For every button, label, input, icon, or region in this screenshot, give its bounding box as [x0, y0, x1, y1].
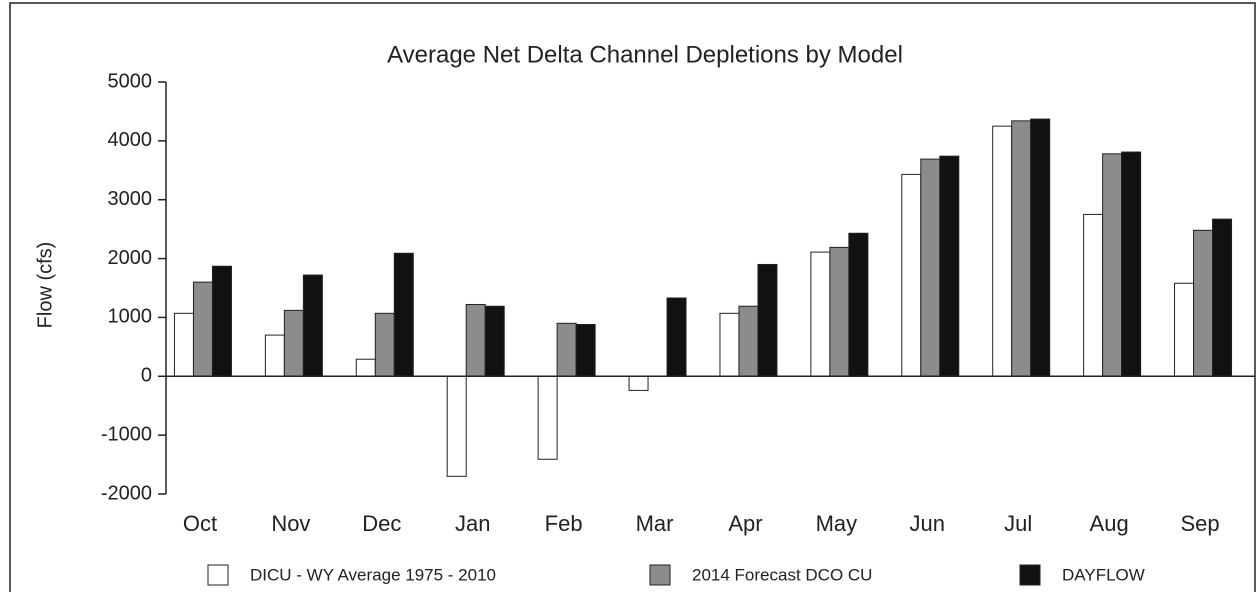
- bar: [173, 312, 194, 377]
- bar: [757, 263, 778, 377]
- x-tick-label: Aug: [1090, 511, 1129, 536]
- x-tick-label: Jul: [1004, 511, 1032, 536]
- legend-swatch: [1019, 564, 1041, 586]
- bar: [628, 375, 649, 391]
- bar: [446, 375, 467, 477]
- bar: [1030, 118, 1051, 377]
- chart-title: Average Net Delta Channel Depletions by …: [387, 41, 903, 68]
- y-axis-label: Flow (cfs): [34, 242, 56, 329]
- bar: [848, 232, 869, 377]
- y-tick-label: -2000: [101, 482, 152, 504]
- legend-label: DICU - WY Average 1975 - 2010: [250, 565, 496, 584]
- bar: [556, 322, 577, 377]
- x-tick-label: Feb: [545, 511, 583, 536]
- bar: [211, 265, 232, 377]
- x-tick-label: May: [816, 511, 858, 536]
- bar: [901, 173, 922, 377]
- x-tick-label: Nov: [271, 511, 310, 536]
- x-tick-label: Mar: [636, 511, 674, 536]
- y-tick-label: 1000: [108, 306, 153, 328]
- frame: [9, 2, 1256, 597]
- x-tick-label: Oct: [183, 511, 217, 536]
- bar: [192, 281, 213, 377]
- bar: [1011, 120, 1032, 377]
- y-tick-label: -1000: [101, 423, 152, 445]
- x-tick-label: Sep: [1180, 511, 1219, 536]
- bar: [920, 158, 941, 377]
- legend-swatch: [649, 564, 671, 586]
- x-tick-label: Jan: [455, 511, 490, 536]
- bar: [465, 303, 486, 377]
- bar: [939, 155, 960, 377]
- x-tick-label: Jun: [910, 511, 945, 536]
- bar: [1174, 282, 1195, 377]
- bar: [283, 309, 304, 377]
- bar: [575, 323, 596, 377]
- bar: [302, 274, 323, 377]
- bar: [484, 305, 505, 377]
- bar: [374, 312, 395, 377]
- bar: [829, 246, 850, 377]
- legend-swatch: [207, 564, 229, 586]
- y-tick-label: 4000: [108, 129, 153, 151]
- bar: [1193, 229, 1214, 377]
- bar: [264, 334, 285, 377]
- y-tick-label: 2000: [108, 247, 153, 269]
- bar: [1102, 153, 1123, 377]
- bar: [537, 375, 558, 460]
- x-tick-label: Apr: [728, 511, 762, 536]
- bar: [393, 252, 414, 377]
- y-tick-label: 5000: [108, 70, 153, 92]
- bar: [719, 312, 740, 377]
- bar: [355, 358, 376, 377]
- legend-label: 2014 Forecast DCO CU: [692, 565, 872, 584]
- bar: [810, 251, 831, 377]
- y-tick-label: 0: [141, 365, 152, 387]
- bar: [1212, 218, 1233, 377]
- bar: [666, 297, 687, 377]
- y-tick-label: 3000: [108, 188, 153, 210]
- bar: [1083, 213, 1104, 377]
- bar: [1121, 151, 1142, 377]
- legend-label: DAYFLOW: [1062, 565, 1145, 584]
- bar: [992, 125, 1013, 377]
- x-tick-label: Dec: [362, 511, 401, 536]
- bar: [738, 305, 759, 377]
